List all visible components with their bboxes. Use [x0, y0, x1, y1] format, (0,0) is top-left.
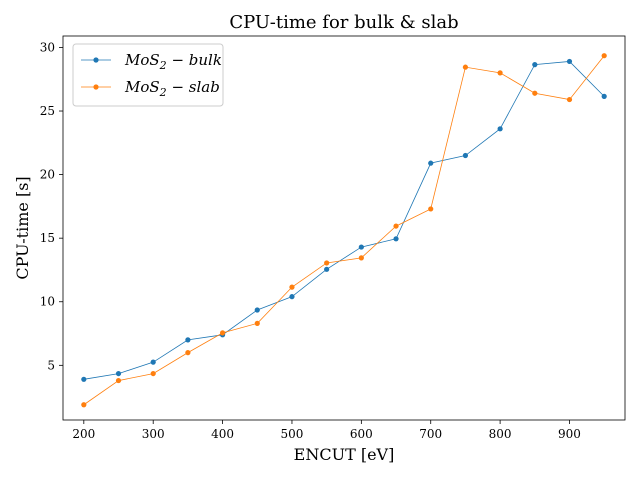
x-tick-label: 200 — [72, 427, 95, 441]
plot-area: 200 300 400 500 600 700 800 900 5 10 15 20 25 30 — [40, 35, 626, 441]
data-point-mos2-slab — [150, 370, 156, 377]
x-tick-label: 300 — [142, 427, 165, 441]
data-point-mos2-slab — [358, 255, 364, 261]
x-axis-label: ENCUT [eV] — [294, 445, 395, 464]
series-line-mos2-bulk — [83, 61, 605, 380]
data-point-mos2-slab — [532, 90, 538, 96]
legend-marker — [93, 84, 99, 90]
data-point-mos2-bulk — [81, 376, 87, 382]
data-point-mos2-slab — [289, 284, 295, 290]
legend-label: MoS2 − bulk — [124, 51, 222, 72]
y-tick-label: 15 — [40, 231, 55, 245]
data-point-mos2-slab — [393, 223, 399, 229]
x-tick-label: 600 — [350, 427, 373, 441]
data-point-mos2-slab — [497, 70, 503, 76]
data-point-mos2-bulk — [150, 359, 156, 365]
x-tick-label: 900 — [558, 427, 581, 441]
data-point-mos2-bulk — [462, 152, 469, 159]
data-point-mos2-bulk — [566, 58, 573, 65]
data-point-mos2-bulk — [324, 266, 330, 272]
legend-marker — [93, 57, 99, 63]
data-point-mos2-slab — [462, 64, 469, 70]
y-tick-label: 25 — [40, 104, 55, 118]
plot-frame — [62, 35, 626, 421]
y-tick-label: 5 — [47, 358, 55, 372]
data-point-mos2-bulk — [358, 244, 364, 250]
x-tick-label: 700 — [419, 427, 442, 441]
chart-title: CPU-time for bulk & slab — [229, 12, 458, 33]
legend: MoS2 − bulk MoS2 − slab — [72, 43, 224, 107]
data-point-mos2-bulk — [393, 236, 399, 242]
x-tick-label: 800 — [489, 427, 512, 441]
data-point-mos2-slab — [81, 402, 87, 408]
data-point-mos2-bulk — [115, 370, 122, 377]
y-tick-label: 10 — [40, 295, 55, 309]
data-point-mos2-slab — [601, 53, 607, 59]
data-point-mos2-slab — [324, 260, 330, 266]
y-tick-label: 20 — [40, 168, 55, 182]
data-point-mos2-slab — [219, 330, 226, 336]
y-tick-label: 30 — [40, 40, 55, 54]
data-point-mos2-bulk — [497, 126, 503, 132]
legend-label: MoS2 − slab — [124, 78, 220, 99]
data-point-mos2-slab — [115, 377, 122, 384]
data-point-mos2-bulk — [428, 160, 434, 166]
series-line-mos2-slab — [83, 55, 605, 406]
y-axis-label: CPU-time [s] — [13, 176, 32, 279]
x-tick-label: 400 — [211, 427, 234, 441]
x-tick-label: 500 — [281, 427, 304, 441]
data-point-mos2-slab — [566, 96, 573, 103]
legend-box — [72, 43, 224, 107]
data-point-mos2-slab — [185, 350, 191, 356]
data-point-mos2-bulk — [601, 93, 607, 99]
data-point-mos2-bulk — [532, 62, 538, 68]
data-point-mos2-bulk — [254, 307, 260, 313]
data-point-mos2-slab — [254, 320, 260, 326]
data-point-mos2-bulk — [289, 294, 295, 300]
data-point-mos2-slab — [428, 206, 434, 212]
data-point-mos2-bulk — [185, 337, 191, 343]
